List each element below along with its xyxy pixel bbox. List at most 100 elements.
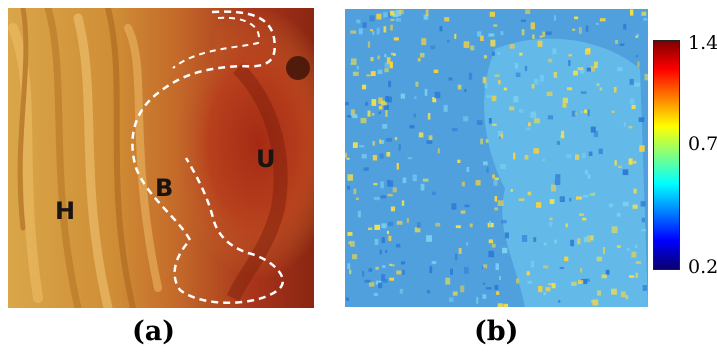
heatmap-speckle bbox=[570, 239, 574, 247]
heatmap-speckle bbox=[347, 115, 351, 118]
heatmap-speckle bbox=[488, 239, 494, 244]
heatmap-speckle bbox=[409, 125, 415, 129]
heatmap-speckle bbox=[488, 250, 495, 258]
heatmap-speckle bbox=[613, 87, 617, 93]
heatmap-speckle bbox=[365, 101, 369, 106]
heatmap-speckle bbox=[414, 227, 421, 233]
heatmap-speckle bbox=[553, 71, 557, 78]
heatmap-speckle bbox=[539, 35, 543, 38]
heatmap-speckle bbox=[381, 223, 387, 228]
heatmap-speckle bbox=[491, 95, 497, 102]
heatmap-speckle bbox=[428, 135, 433, 140]
heatmap-speckle bbox=[356, 65, 359, 70]
heatmap-speckle bbox=[460, 285, 465, 293]
heatmap-speckle bbox=[488, 118, 492, 124]
heatmap-speckle bbox=[463, 116, 469, 122]
boundary-dashed-outer bbox=[131, 10, 285, 304]
heatmap-speckle bbox=[417, 58, 421, 62]
heatmap-speckle bbox=[352, 114, 358, 119]
heatmap-speckle bbox=[348, 241, 351, 245]
heatmap-speckle bbox=[400, 93, 405, 99]
heatmap-speckle bbox=[449, 297, 454, 302]
heatmap-speckle bbox=[376, 13, 382, 20]
heatmap-speckle bbox=[620, 291, 626, 298]
heatmap-speckle bbox=[368, 282, 375, 287]
heatmap-speckle bbox=[395, 9, 402, 17]
heatmap-speckle bbox=[639, 145, 645, 152]
heatmap-speckle bbox=[427, 113, 431, 120]
colorbar-max-label: 1.4 bbox=[688, 32, 717, 54]
heatmap-speckle bbox=[374, 238, 379, 245]
heatmap-speckle bbox=[644, 73, 648, 81]
heatmap-speckle bbox=[611, 110, 615, 113]
heatmap-speckle bbox=[379, 139, 382, 144]
heatmap-speckle bbox=[482, 76, 487, 84]
heatmap-speckle bbox=[392, 53, 396, 56]
heatmap-speckle bbox=[395, 18, 401, 22]
heatmap-speckle bbox=[396, 243, 401, 248]
heatmap-speckle bbox=[486, 167, 489, 173]
heatmap-speckle bbox=[432, 97, 437, 103]
heatmap-speckle bbox=[626, 248, 630, 251]
heatmap-speckle bbox=[349, 269, 352, 275]
heatmap-speckle bbox=[551, 283, 556, 289]
red-region bbox=[128, 8, 314, 308]
heatmap-speckle bbox=[491, 51, 495, 56]
heatmap-speckle bbox=[518, 198, 525, 202]
heatmap-speckle bbox=[362, 84, 367, 90]
heatmap-speckle bbox=[584, 170, 588, 175]
heatmap-speckle bbox=[389, 180, 394, 187]
heatmap-speckle bbox=[387, 193, 393, 197]
heatmap-speckle bbox=[498, 80, 501, 85]
heatmap-speckle bbox=[385, 96, 390, 102]
heatmap-speckle bbox=[366, 74, 371, 77]
heatmap-speckle bbox=[640, 201, 646, 207]
heatmap-speckle bbox=[398, 143, 401, 151]
heatmap-speckle bbox=[499, 275, 501, 280]
heatmap-speckle bbox=[519, 109, 524, 113]
heatmap-speckle bbox=[485, 287, 492, 290]
heatmap-speckle bbox=[352, 142, 358, 148]
heatmap-speckle bbox=[476, 297, 479, 304]
heatmap-speckle bbox=[424, 89, 428, 96]
heatmap-speckle bbox=[350, 30, 357, 34]
caption-b: (b) bbox=[474, 316, 519, 347]
heatmap-speckle bbox=[385, 249, 388, 253]
heatmap-speckle bbox=[584, 109, 588, 114]
heatmap-speckle bbox=[389, 61, 393, 69]
heatmap-speckle bbox=[568, 54, 572, 57]
heatmap-speckle bbox=[427, 289, 431, 294]
heatmap-speckle bbox=[587, 235, 591, 243]
heatmap-speckle bbox=[352, 71, 359, 76]
tissue-photo bbox=[8, 8, 314, 308]
heatmap-speckle bbox=[347, 232, 353, 236]
heatmap-speckle bbox=[521, 235, 528, 242]
heatmap-speckle bbox=[488, 33, 495, 37]
heatmap-speckle bbox=[381, 274, 386, 281]
heatmap-speckle bbox=[634, 244, 638, 249]
heatmap-speckle bbox=[616, 212, 621, 217]
heatmap-speckle bbox=[426, 140, 433, 144]
heatmap-speckle bbox=[634, 82, 641, 87]
heatmap-speckle bbox=[389, 277, 395, 281]
heatmap-speckle bbox=[524, 65, 528, 72]
heatmap-speckle bbox=[454, 33, 457, 39]
heatmap-speckle bbox=[350, 62, 357, 65]
heatmap-speckle bbox=[364, 279, 371, 283]
heatmap-speckle bbox=[425, 9, 429, 16]
heatmap-speckle bbox=[629, 98, 635, 105]
heatmap-speckle bbox=[509, 44, 515, 49]
heatmap-speckle bbox=[373, 182, 378, 186]
heatmap-speckles bbox=[345, 9, 648, 307]
heatmap-speckle bbox=[585, 25, 589, 32]
heatmap-speckle bbox=[433, 69, 439, 73]
heatmap-speckle bbox=[406, 218, 409, 223]
heatmap-speckle bbox=[448, 77, 453, 81]
heatmap-speckle bbox=[553, 15, 557, 21]
heatmap-speckle bbox=[513, 152, 516, 160]
heatmap-speckle bbox=[390, 18, 395, 21]
heatmap-speckle bbox=[642, 285, 647, 291]
heatmap-speckle bbox=[532, 34, 535, 39]
heatmap-speckle bbox=[540, 74, 544, 82]
heatmap-speckle bbox=[546, 91, 553, 96]
